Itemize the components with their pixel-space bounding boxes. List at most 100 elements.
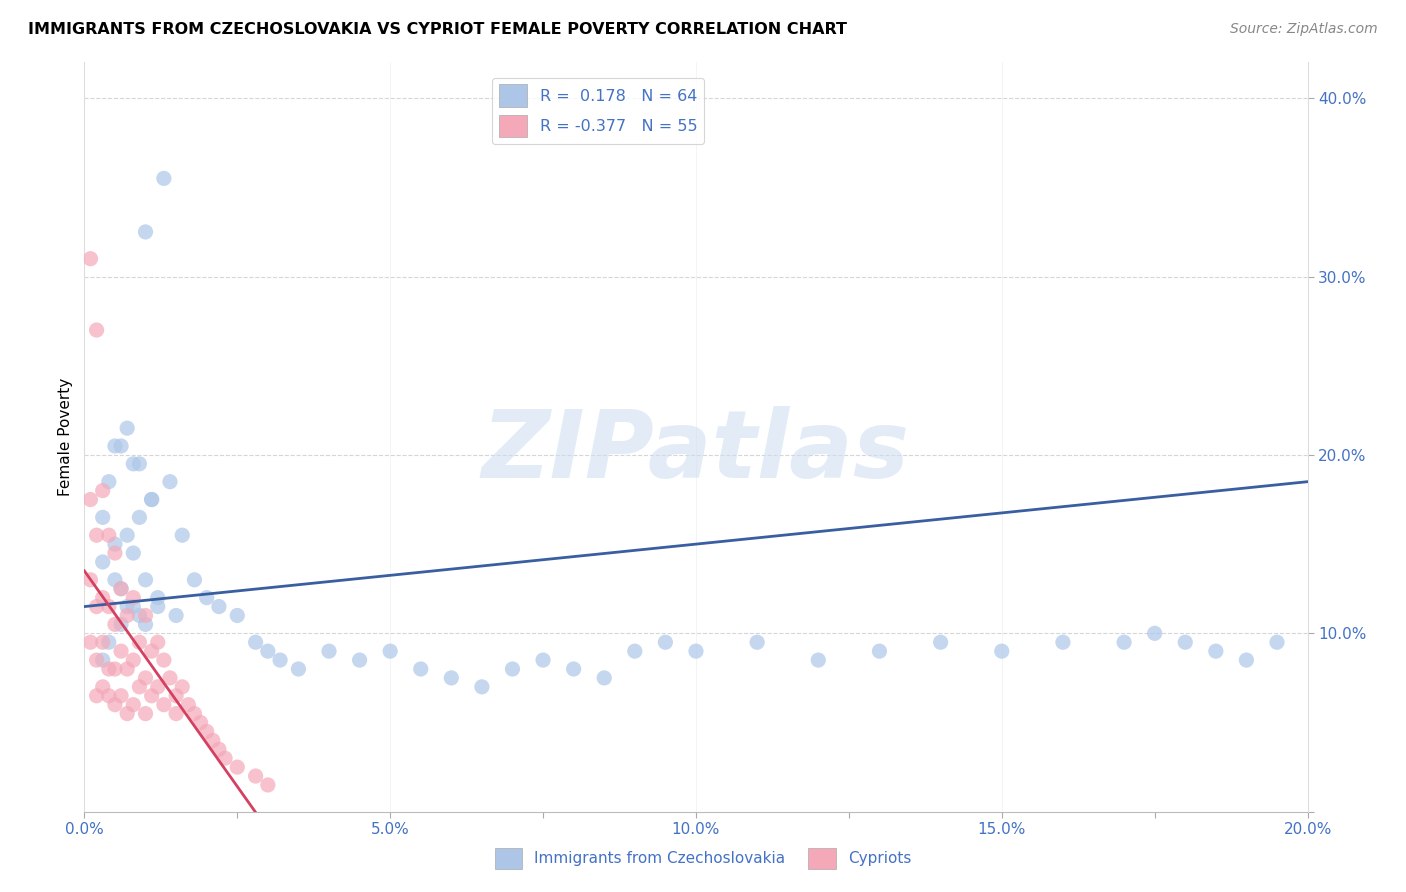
Point [122, 698, 145, 712]
Point [104, 537, 127, 551]
Legend: R =  0.178   N = 64, R = -0.377   N = 55: R = 0.178 N = 64, R = -0.377 N = 55 [492, 78, 704, 144]
Point [1052, 635, 1074, 649]
Point [159, 475, 181, 489]
Point [97, 662, 120, 676]
Y-axis label: Female Poverty: Female Poverty [58, 378, 73, 496]
Point [807, 653, 830, 667]
Point [141, 689, 163, 703]
Point [165, 608, 187, 623]
Point [110, 689, 132, 703]
Point [183, 706, 205, 721]
Point [79, 492, 101, 507]
Point [165, 706, 187, 721]
Point [135, 671, 157, 685]
Point [1143, 626, 1166, 640]
Point [97, 528, 120, 542]
Point [110, 582, 132, 596]
Point [86, 653, 108, 667]
Point [97, 599, 120, 614]
Point [165, 689, 187, 703]
Point [1205, 644, 1227, 658]
Point [128, 457, 150, 471]
Point [104, 546, 127, 560]
Point [91, 653, 114, 667]
Point [153, 171, 176, 186]
Point [226, 608, 249, 623]
Point [128, 510, 150, 524]
Point [318, 644, 340, 658]
Point [1265, 635, 1288, 649]
Point [269, 653, 291, 667]
Point [122, 546, 145, 560]
Point [97, 635, 120, 649]
Point [654, 635, 676, 649]
Point [195, 724, 218, 739]
Point [471, 680, 494, 694]
Point [172, 528, 194, 542]
Point [122, 457, 145, 471]
Point [122, 599, 145, 614]
Point [257, 778, 280, 792]
Point [531, 653, 554, 667]
Point [201, 733, 224, 747]
Point [91, 483, 114, 498]
Point [380, 644, 402, 658]
Point [349, 653, 371, 667]
Point [86, 689, 108, 703]
Point [79, 252, 101, 266]
Point [115, 662, 138, 676]
Point [208, 599, 231, 614]
Point [747, 635, 769, 649]
Point [1114, 635, 1136, 649]
Point [257, 644, 280, 658]
Point [1236, 653, 1258, 667]
Point [115, 421, 138, 435]
Point [97, 689, 120, 703]
Legend: Immigrants from Czechoslovakia, Cypriots: Immigrants from Czechoslovakia, Cypriots [488, 841, 918, 875]
Point [110, 439, 132, 453]
Point [97, 475, 120, 489]
Point [440, 671, 463, 685]
Point [128, 608, 150, 623]
Point [104, 573, 127, 587]
Point [929, 635, 952, 649]
Point [104, 439, 127, 453]
Point [624, 644, 647, 658]
Point [208, 742, 231, 756]
Point [245, 769, 267, 783]
Point [245, 635, 267, 649]
Point [502, 662, 524, 676]
Point [91, 591, 114, 605]
Point [135, 608, 157, 623]
Point [146, 599, 169, 614]
Point [91, 510, 114, 524]
Point [110, 644, 132, 658]
Point [183, 573, 205, 587]
Point [91, 635, 114, 649]
Point [115, 706, 138, 721]
Point [128, 635, 150, 649]
Point [122, 591, 145, 605]
Point [226, 760, 249, 774]
Point [146, 635, 169, 649]
Point [685, 644, 707, 658]
Point [1174, 635, 1197, 649]
Point [122, 653, 145, 667]
Text: Source: ZipAtlas.com: Source: ZipAtlas.com [1230, 22, 1378, 37]
Point [146, 680, 169, 694]
Point [991, 644, 1014, 658]
Point [86, 323, 108, 337]
Point [562, 662, 585, 676]
Point [135, 617, 157, 632]
Point [86, 599, 108, 614]
Point [110, 582, 132, 596]
Text: IMMIGRANTS FROM CZECHOSLOVAKIA VS CYPRIOT FEMALE POVERTY CORRELATION CHART: IMMIGRANTS FROM CZECHOSLOVAKIA VS CYPRIO… [28, 22, 848, 37]
Point [135, 706, 157, 721]
Point [135, 573, 157, 587]
Point [115, 608, 138, 623]
Point [91, 555, 114, 569]
Point [91, 680, 114, 694]
Point [141, 644, 163, 658]
Point [115, 599, 138, 614]
Point [104, 617, 127, 632]
